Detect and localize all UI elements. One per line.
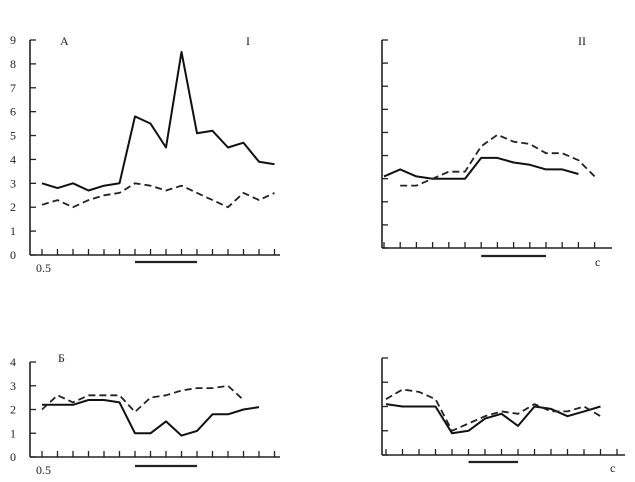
x-start-label-b: 0.5 <box>36 463 51 477</box>
y-tick-label: 6 <box>10 105 16 119</box>
series-solid-a <box>41 50 275 192</box>
x-ticks-d <box>385 449 618 455</box>
y-tick-label: 9 <box>10 33 16 47</box>
x-end-label-ii: c <box>595 255 600 269</box>
y-tick-label: 7 <box>10 81 16 95</box>
y-tick-label: 2 <box>10 200 16 214</box>
y-tick-label: 5 <box>10 129 16 143</box>
y-ticks-a: 0 1 2 3 4 5 6 7 8 9 <box>10 33 36 262</box>
x-ticks-b <box>41 451 276 457</box>
series-solid-d <box>385 403 601 435</box>
series-dashed-ii <box>400 133 596 187</box>
y-tick-label: 1 <box>10 224 16 238</box>
series-solid-ii <box>383 156 579 180</box>
y-tick-label: 3 <box>10 379 16 393</box>
y-tick-label: 8 <box>10 57 16 71</box>
roman-label-ii: II <box>578 34 586 48</box>
y-ticks-d <box>382 357 388 456</box>
panel-ii: II c <box>381 34 612 269</box>
panel-a: A I 0 1 2 3 4 5 6 7 8 9 0.5 <box>10 33 280 275</box>
y-ticks-b: 0 1 2 3 4 <box>10 355 36 464</box>
y-tick-label: 3 <box>10 176 16 190</box>
x-start-label-a: 0.5 <box>36 261 51 275</box>
x-ticks-ii <box>383 242 596 248</box>
panel-label-a: A <box>60 34 69 48</box>
panel-b: Б 0 1 2 3 4 0.5 <box>10 351 280 477</box>
y-tick-label: 1 <box>10 426 16 440</box>
y-tick-label: 4 <box>10 152 16 166</box>
y-tick-label: 0 <box>10 248 16 262</box>
series-dashed-d <box>385 388 601 432</box>
y-tick-label: 2 <box>10 403 16 417</box>
x-end-label-d: c <box>610 461 615 475</box>
roman-label-i: I <box>246 34 250 48</box>
panel-label-b: Б <box>58 351 65 365</box>
series-dashed-b <box>41 384 245 413</box>
panel-d: c <box>381 357 625 475</box>
series-dashed-a <box>41 182 275 209</box>
y-ticks-ii <box>382 39 388 249</box>
series-solid-b <box>42 399 260 437</box>
x-ticks-a <box>41 249 276 255</box>
y-tick-label: 0 <box>10 450 16 464</box>
y-tick-label: 4 <box>10 355 16 369</box>
